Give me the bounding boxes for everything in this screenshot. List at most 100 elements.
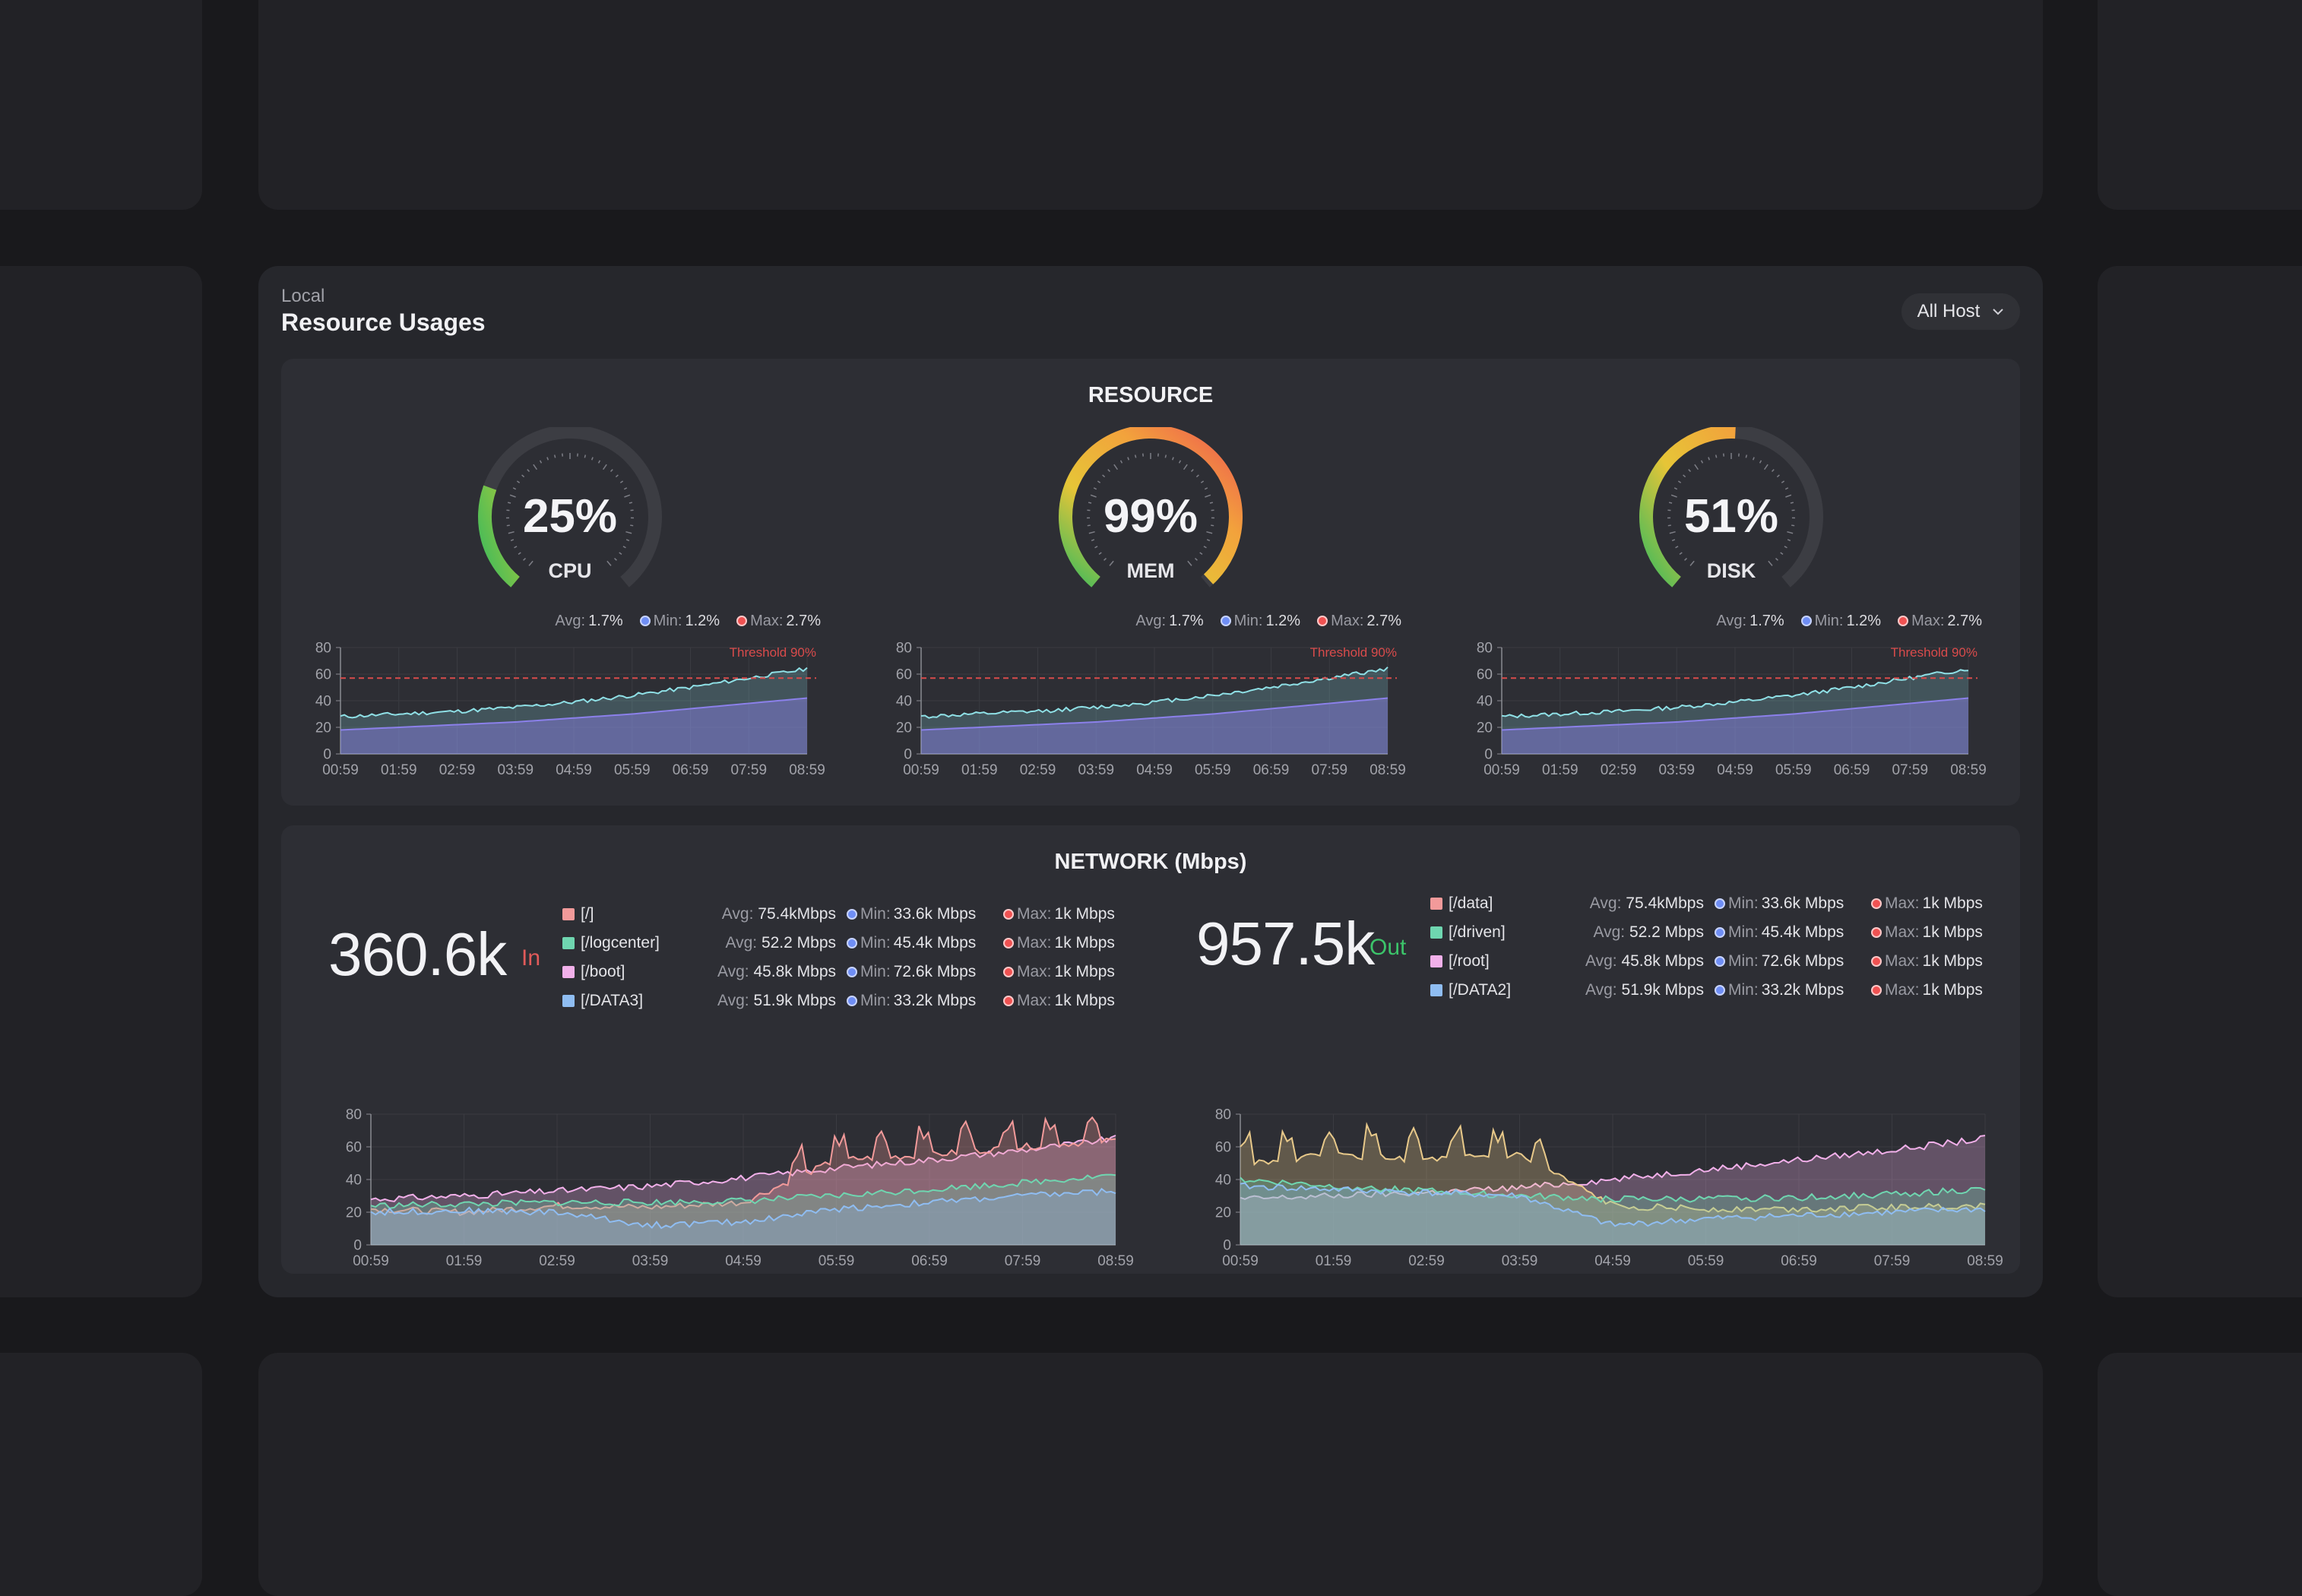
y-tick-label: 20	[1215, 1205, 1231, 1221]
series-swatch-icon	[562, 937, 575, 949]
max-label: Max:	[1885, 895, 1920, 913]
x-tick-label: 08:59	[1950, 762, 1987, 778]
avg-value: 51.9k Mbps	[1621, 981, 1704, 999]
series-min: Min:33.2k Mbps	[1715, 981, 1844, 999]
x-tick-label: 07:59	[1005, 1253, 1041, 1266]
max-label: Max:	[1885, 981, 1920, 999]
x-tick-label: 07:59	[1311, 762, 1347, 778]
gauge-tick	[1668, 525, 1671, 526]
disk-gauge: 51%DISK	[1442, 427, 2020, 602]
avg-label: Avg:	[1135, 613, 1166, 630]
x-tick-label: 08:59	[1967, 1253, 2003, 1266]
threshold-label: Threshold 90%	[730, 645, 816, 660]
max-dot-icon	[1871, 898, 1882, 909]
max-dot-icon	[1871, 927, 1882, 938]
gauge-tick	[515, 546, 517, 548]
min-value: 33.6k Mbps	[1762, 895, 1844, 913]
gauge-tick	[1781, 481, 1784, 483]
max-value: 1k Mbps	[1055, 934, 1115, 952]
x-tick-label: 07:59	[730, 762, 767, 778]
gauge-tick	[1772, 470, 1775, 472]
disk-max: 2.7%	[1947, 613, 1982, 630]
min-dot-icon	[847, 909, 857, 920]
bg-card	[0, 1353, 202, 1596]
max-label: Max:	[1885, 952, 1920, 971]
gauge-tick	[1787, 532, 1793, 534]
min-label: Min:	[1728, 981, 1759, 999]
cpu-gauge: 25%CPU	[281, 427, 859, 602]
gauge-tick	[1210, 502, 1213, 503]
x-tick-label: 02:59	[1020, 762, 1056, 778]
gauge-tick	[1689, 470, 1691, 472]
bg-card	[0, 0, 202, 210]
x-tick-label: 04:59	[1136, 762, 1173, 778]
gauge-tick	[513, 488, 516, 489]
cpu-stats: Avg:1.7% Min:1.2% Max:2.7%	[281, 610, 859, 632]
series-avg: Avg: 75.4kMbps	[684, 905, 836, 923]
avg-label: Avg:	[1593, 923, 1625, 941]
gauge-tick	[625, 532, 632, 534]
x-tick-label: 05:59	[1195, 762, 1231, 778]
gauge-tick	[1695, 464, 1699, 470]
gauge-tick	[1674, 488, 1677, 489]
mem-stats: Avg:1.7% Min:1.2% Max:2.7%	[862, 610, 1439, 632]
gauge-tick	[1089, 532, 1095, 534]
y-tick-label: 60	[1477, 667, 1493, 683]
series-swatch-icon	[1430, 926, 1442, 939]
y-tick-label: 0	[323, 747, 331, 763]
gauge-tick	[524, 559, 526, 561]
x-tick-label: 03:59	[1078, 762, 1114, 778]
gauge-tick	[611, 470, 613, 472]
min-dot-icon	[1715, 985, 1725, 996]
series-max: Max:1k Mbps	[1003, 963, 1115, 981]
min-value: 72.6k Mbps	[894, 963, 977, 981]
min-dot-icon	[1715, 898, 1725, 909]
y-tick-label: 60	[315, 667, 331, 683]
x-tick-label: 02:59	[439, 762, 476, 778]
x-tick-label: 05:59	[1688, 1253, 1724, 1266]
y-tick-label: 20	[896, 720, 912, 736]
max-value: 1k Mbps	[1923, 895, 1983, 913]
gauge-tick	[619, 553, 622, 554]
avg-label: Avg:	[722, 905, 754, 923]
series-avg: Avg: 52.2 Mbps	[684, 934, 836, 952]
gauge-tick	[517, 481, 519, 483]
y-tick-label: 20	[346, 1205, 362, 1221]
series-avg: Avg: 45.8k Mbps	[1552, 952, 1704, 971]
y-tick-label: 80	[346, 1107, 362, 1123]
gauge-tick	[1104, 559, 1107, 561]
host-filter-dropdown[interactable]: All Host	[1901, 293, 2020, 330]
gauge-tick	[1135, 454, 1136, 458]
gauge-tick	[1114, 464, 1118, 470]
avg-value: 52.2 Mbps	[762, 934, 836, 952]
series-name: [/boot]	[581, 963, 625, 981]
y-tick-label: 20	[315, 720, 331, 736]
series-swatch-icon	[1430, 955, 1442, 967]
series-max: Max:1k Mbps	[1871, 895, 1983, 913]
bg-card	[2098, 266, 2302, 1297]
series-swatch-icon	[1430, 984, 1442, 996]
series-avg: Avg: 51.9k Mbps	[684, 992, 836, 1010]
gauge-tick	[1192, 470, 1194, 472]
max-dot-icon	[1871, 956, 1882, 967]
x-tick-label: 01:59	[1542, 762, 1578, 778]
min-label: Min:	[860, 905, 891, 923]
network-in-label: In	[521, 945, 540, 971]
min-dot-icon	[1715, 927, 1725, 938]
series-name: [/root]	[1449, 952, 1490, 971]
gauge-tick	[1088, 502, 1091, 503]
min-value: 33.6k Mbps	[894, 905, 977, 923]
x-tick-label: 03:59	[1502, 1253, 1538, 1266]
x-tick-label: 08:59	[789, 762, 825, 778]
series-swatch-icon	[562, 995, 575, 1007]
x-tick-label: 04:59	[1594, 1253, 1631, 1266]
gauge-tick	[1785, 495, 1791, 497]
gauge-tick	[1680, 553, 1682, 554]
series-max: Max:1k Mbps	[1871, 952, 1983, 971]
